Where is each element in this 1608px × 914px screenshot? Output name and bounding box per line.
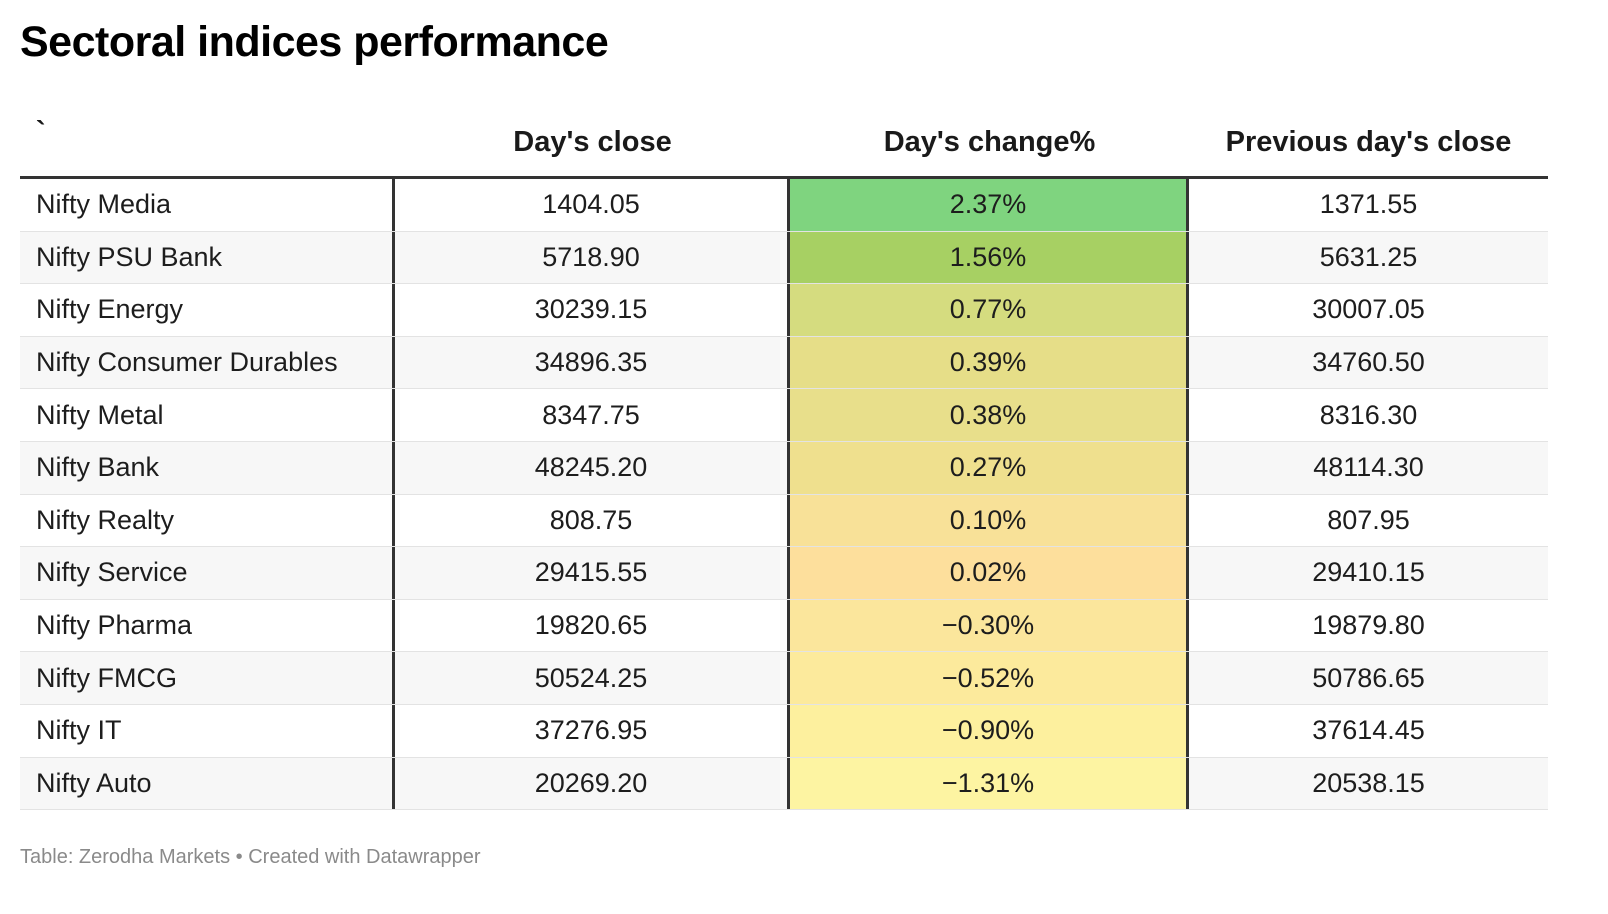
days-close-cell: 19820.65 [395,599,790,652]
prev-close-cell: 1371.55 [1319,189,1418,220]
table-row: Nifty IT 37276.95 −0.90% 37614.45 [20,704,1548,758]
days-close-cell: 48245.20 [395,441,790,494]
source-footer: Table: Zerodha Markets • Created with Da… [20,846,481,868]
indices-table: ` Day's close Day's change% Previous day… [20,108,1548,811]
index-name-cell: Nifty Pharma [20,599,395,652]
prev-close-cell: 19879.80 [1312,610,1425,641]
table-row: Nifty Consumer Durables 34896.35 0.39% 3476… [20,336,1548,390]
days-close-cell: 808.75 [395,494,790,547]
table-header: ` Day's close Day's change% Previous day… [20,108,1548,179]
table-row: Nifty Pharma 19820.65 −0.30% 19879.80 [20,599,1548,653]
prev-close-cell: 807.95 [1327,504,1410,535]
days-close-cell: 1404.05 [395,179,790,231]
table-row: Nifty Energy 30239.15 0.77% 30007.05 [20,284,1548,337]
header-days-close[interactable]: Day's close [513,125,672,158]
index-name-cell: Nifty Realty [20,494,395,547]
table-row: Nifty Realty 808.75 0.10% 807.95 [20,494,1548,548]
header-days-change[interactable]: Day's change% [883,125,1096,158]
days-close-cell: 50524.25 [395,652,790,704]
index-name-cell: Nifty Bank [20,441,395,494]
prev-close-cell: 30007.05 [1312,294,1425,325]
prev-close-cell: 34760.50 [1312,347,1425,378]
index-name-cell: Nifty Auto [20,757,395,810]
prev-close-cell: 29410.15 [1312,557,1425,588]
days-close-cell: 5718.90 [395,231,790,284]
index-name-cell: Nifty Consumer Durables [20,336,395,389]
index-name-cell: Nifty FMCG [20,652,395,704]
days-change-cell: 0.27% [790,441,1189,494]
days-change-cell: 2.37% [790,179,1189,231]
index-name-cell: Nifty Service [20,547,395,599]
days-change-cell: 0.77% [790,284,1189,336]
prev-close-cell: 37614.45 [1312,715,1425,746]
table-row: Nifty Service 29415.55 0.02% 29410.15 [20,547,1548,600]
table-row: Nifty Bank 48245.20 0.27% 48114.30 [20,441,1548,495]
table-row: Nifty FMCG 50524.25 −0.52% 50786.65 [20,652,1548,705]
days-change-cell: −0.52% [790,652,1189,704]
days-close-cell: 34896.35 [395,336,790,389]
table-body: Nifty Media 1404.05 2.37% 1371.55 Nifty PSU … [20,179,1548,811]
days-close-cell: 8347.75 [395,389,790,441]
days-change-cell: −0.30% [790,599,1189,652]
prev-close-cell: 8316.30 [1319,399,1418,430]
index-name-cell: Nifty Media [20,179,395,231]
header-name[interactable]: ` [36,116,46,148]
page-title: Sectoral indices performance [20,18,609,66]
table-row: Nifty Auto 20269.20 −1.31% 20538.15 [20,757,1548,811]
table-row: Nifty PSU Bank 5718.90 1.56% 5631.25 [20,231,1548,285]
days-change-cell: 0.39% [790,336,1189,389]
days-close-cell: 20269.20 [395,757,790,810]
days-change-cell: 0.38% [790,389,1189,441]
days-close-cell: 37276.95 [395,704,790,757]
index-name-cell: Nifty IT [20,704,395,757]
prev-close-cell: 50786.65 [1312,662,1425,693]
days-change-cell: 0.10% [790,494,1189,547]
index-name-cell: Nifty PSU Bank [20,231,395,284]
index-name-cell: Nifty Metal [20,389,395,441]
prev-close-cell: 48114.30 [1313,452,1424,483]
table-row: Nifty Media 1404.05 2.37% 1371.55 [20,179,1548,232]
days-change-cell: 1.56% [790,231,1189,284]
table-row: Nifty Metal 8347.75 0.38% 8316.30 [20,389,1548,442]
index-name-cell: Nifty Energy [20,284,395,336]
header-prev-close[interactable]: Previous day's close [1225,125,1512,158]
days-close-cell: 30239.15 [395,284,790,336]
prev-close-cell: 5631.25 [1319,241,1418,272]
prev-close-cell: 20538.15 [1312,767,1425,798]
days-change-cell: 0.02% [790,547,1189,599]
days-change-cell: −1.31% [790,757,1189,810]
days-close-cell: 29415.55 [395,547,790,599]
days-change-cell: −0.90% [790,704,1189,757]
